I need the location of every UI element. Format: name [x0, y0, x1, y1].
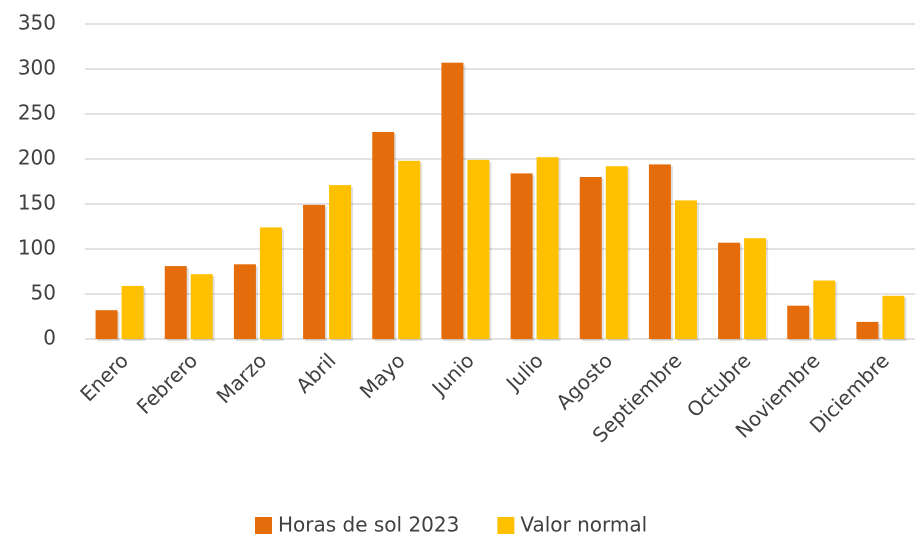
y-tick-label: 200 — [18, 146, 56, 170]
y-tick-label: 150 — [18, 191, 56, 215]
bar — [856, 321, 879, 339]
bar — [718, 242, 741, 339]
x-tick-label: Febrero — [132, 348, 202, 418]
bar — [579, 177, 602, 339]
x-tick-label: Junio — [426, 348, 479, 401]
y-tick-label: 300 — [18, 56, 56, 80]
legend-swatch — [255, 517, 272, 534]
y-tick-label: 0 — [43, 326, 56, 350]
bar — [605, 166, 628, 339]
x-tick-label: Enero — [75, 348, 133, 406]
legend-label: Horas de sol 2023 — [278, 513, 459, 537]
bar — [536, 157, 559, 339]
x-tick-label: Agosto — [551, 348, 617, 414]
y-tick-label: 250 — [18, 101, 56, 125]
bar — [510, 173, 533, 339]
bar — [467, 159, 490, 339]
bar — [233, 264, 256, 339]
y-tick-label: 50 — [31, 281, 56, 305]
bar — [441, 62, 464, 339]
bar — [744, 238, 767, 339]
legend-swatch — [497, 517, 515, 534]
bar — [882, 295, 905, 339]
bar — [813, 280, 836, 339]
legend-label: Valor normal — [520, 513, 647, 537]
bar — [329, 185, 352, 339]
x-tick-label: Marzo — [212, 348, 272, 408]
bar — [95, 310, 118, 339]
bar — [259, 227, 282, 339]
bar — [372, 132, 395, 339]
bar — [787, 305, 810, 339]
bar — [164, 266, 187, 339]
y-tick-label: 100 — [18, 236, 56, 260]
bar — [674, 200, 697, 339]
bar — [303, 204, 326, 339]
y-tick-label: 350 — [18, 11, 56, 35]
x-tick-label: Julio — [500, 348, 548, 396]
x-tick-label: Abril — [291, 348, 340, 397]
bar — [121, 285, 144, 339]
bar — [648, 164, 671, 339]
bar — [398, 160, 421, 339]
bar — [190, 274, 213, 339]
x-tick-label: Mayo — [355, 348, 410, 403]
